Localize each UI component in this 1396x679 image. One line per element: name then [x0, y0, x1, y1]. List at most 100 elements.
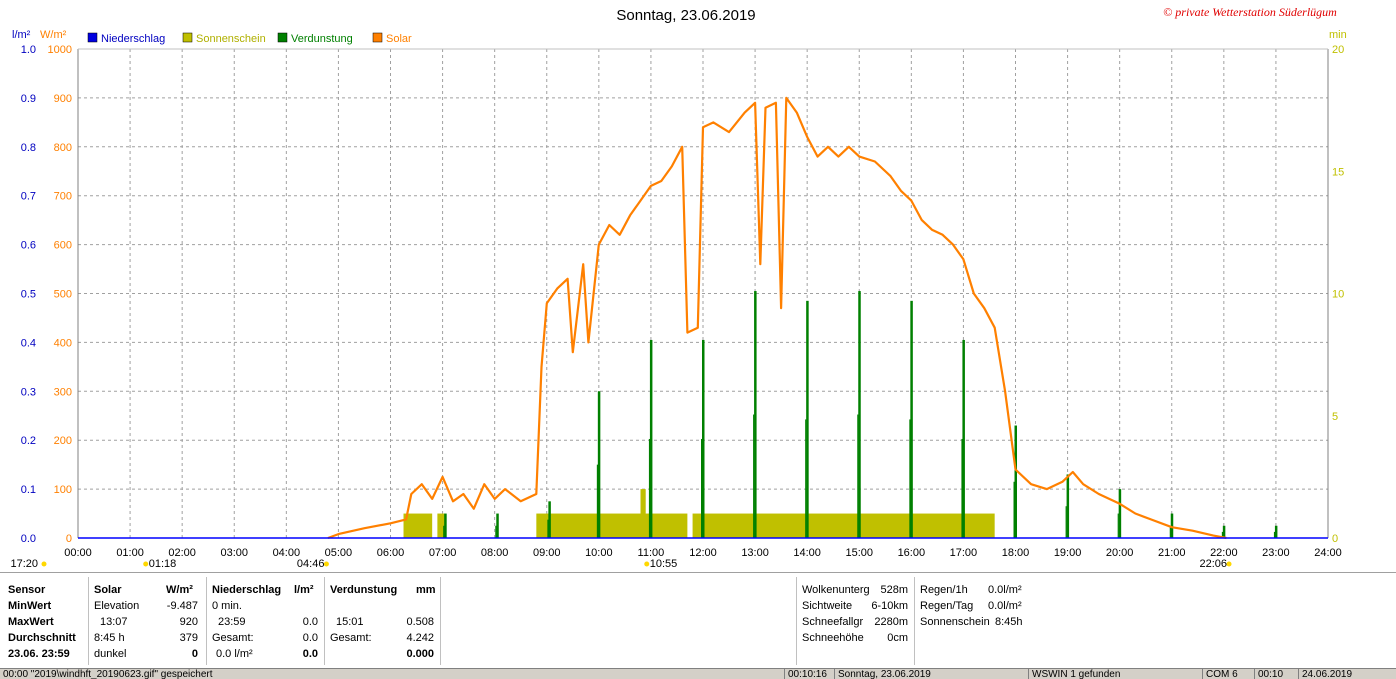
y-left-inner-tick: 400	[54, 337, 72, 349]
status-today: 24.06.2019	[1298, 669, 1392, 679]
y-left-inner-tick: 100	[54, 484, 72, 496]
rain-current-value: 0.0	[302, 648, 318, 660]
stats-label-current: 23.06. 23:59	[8, 648, 70, 660]
x-tick-label: 01:00	[116, 547, 144, 559]
sunshine-bar	[403, 513, 433, 538]
evaporation-bar	[548, 501, 551, 538]
sun-marker-dot	[1226, 561, 1232, 567]
x-tick-label: 09:00	[533, 547, 561, 559]
y-left-outer-tick: 0.4	[21, 337, 36, 349]
sun-marker-dot	[323, 561, 329, 567]
evaporation-bar	[1169, 525, 1171, 538]
sunshine-bars	[403, 489, 995, 538]
sunshine-bar	[536, 513, 688, 538]
evaporation-bar	[444, 513, 447, 538]
y-right-tick: 5	[1332, 411, 1338, 423]
stats-header-sensor: Sensor	[8, 584, 46, 596]
evaporation-bar	[805, 419, 807, 538]
evaporation-bar	[1117, 513, 1119, 538]
sun-marker-label: 01:18	[149, 558, 177, 570]
x-tick-label: 00:00	[64, 547, 92, 559]
evaporation-bar	[702, 339, 705, 538]
sun-marker-label: 04:46	[297, 558, 325, 570]
solar-max-value: 920	[179, 616, 198, 628]
legend-swatch	[372, 32, 383, 43]
solar-current-desc: dunkel	[94, 648, 127, 660]
y-left-inner-tick: 600	[54, 240, 72, 252]
evaporation-bar	[1118, 489, 1122, 538]
x-tick-label: 19:00	[1054, 547, 1082, 559]
stats-divider	[914, 577, 915, 665]
y-left-outer-tick: 0.0	[21, 533, 36, 545]
y-left-inner-unit: W/m²	[40, 29, 67, 41]
stats-header-rain-unit: l/m²	[294, 584, 314, 596]
evaporation-bar	[649, 339, 653, 538]
evaporation-bar	[857, 414, 859, 538]
evaporation-bar	[1274, 525, 1278, 538]
evaporation-bar	[1273, 531, 1276, 538]
y-left-outer-tick: 0.2	[21, 435, 36, 447]
y-left-outer-tick: 0.1	[21, 484, 36, 496]
copyright-label: © private Wetterstation Süderlügum	[1163, 5, 1337, 19]
y-left-outer-tick: 0.7	[21, 191, 36, 203]
evap-avg-value: 4.242	[406, 632, 434, 644]
weather-label-snowline: Schneefallgr	[802, 616, 864, 628]
stats-divider	[440, 577, 441, 665]
x-tick-label: 22:00	[1210, 547, 1238, 559]
evaporation-bar	[753, 414, 755, 538]
x-tick-label: 02:00	[168, 547, 196, 559]
weather-chart: 0.00.10.20.30.40.50.60.70.80.91.00100200…	[10, 5, 1346, 570]
evaporation-bar	[1170, 513, 1174, 538]
solar-avg-desc: 8:45 h	[94, 632, 125, 644]
y-right-tick: 0	[1332, 533, 1338, 545]
y-left-outer-tick: 0.8	[21, 142, 36, 154]
stats-header-rain: Niederschlag	[212, 584, 282, 596]
x-tick-label: 18:00	[1002, 547, 1030, 559]
x-tick-label: 16:00	[898, 547, 926, 559]
rain-min-desc: 0 min.	[212, 600, 242, 612]
evaporation-bar	[1013, 481, 1015, 538]
sun-marker-dot	[41, 561, 47, 567]
stats-divider	[324, 577, 325, 665]
rain-label-1h: Regen/1h	[920, 584, 968, 596]
stats-header-evap-unit: mm	[416, 584, 436, 596]
sunshine-bar	[640, 489, 646, 538]
y-left-outer-tick: 0.9	[21, 93, 36, 105]
rain-current-desc: 0.0 l/m²	[216, 648, 253, 660]
solar-avg-value: 379	[179, 632, 198, 644]
evap-max-desc: 15:01	[336, 616, 364, 628]
sunshine-label: Sonnenschein	[920, 616, 990, 628]
stats-header-evap: Verdunstung	[330, 584, 398, 596]
statusbar: 00:00 "2019\windhft_20190623.gif" gespei…	[0, 668, 1396, 679]
evaporation-bar	[910, 300, 913, 538]
y-left-inner-tick: 300	[54, 386, 72, 398]
evaporation-bar	[648, 438, 651, 538]
stats-header-solar-unit: W/m²	[166, 584, 193, 596]
weather-label-visibility: Sichtweite	[802, 600, 853, 612]
stats-divider	[88, 577, 89, 665]
stats-label-avg: Durchschnitt	[8, 632, 76, 644]
stats-label-min: MinWert	[8, 600, 52, 612]
x-tick-label: 21:00	[1158, 547, 1186, 559]
sunshine-bar	[692, 513, 995, 538]
x-tick-label: 24:00	[1314, 547, 1342, 559]
evap-current-value: 0.000	[406, 648, 434, 660]
solar-series-line	[327, 96, 1227, 540]
evaporation-bar	[1221, 531, 1224, 538]
legend-label: Verdunstung	[291, 33, 353, 45]
rain-value-day: 0.0l/m²	[988, 600, 1022, 612]
evaporation-bar	[806, 300, 809, 538]
weather-value-snowdepth: 0cm	[887, 632, 908, 644]
evaporation-bar	[443, 525, 445, 538]
x-tick-label: 04:00	[273, 547, 301, 559]
legend-swatch	[87, 32, 98, 43]
legend-label: Solar	[386, 33, 412, 45]
x-tick-label: 13:00	[741, 547, 769, 559]
evaporation-bar	[701, 438, 703, 538]
legend-label: Niederschlag	[101, 33, 165, 45]
evap-avg-desc: Gesamt:	[330, 632, 372, 644]
rain-label-day: Regen/Tag	[920, 600, 974, 612]
sun-marker-dot	[143, 561, 149, 567]
y-left-outer-tick: 0.3	[21, 386, 36, 398]
y-left-outer-unit: l/m²	[12, 29, 31, 41]
